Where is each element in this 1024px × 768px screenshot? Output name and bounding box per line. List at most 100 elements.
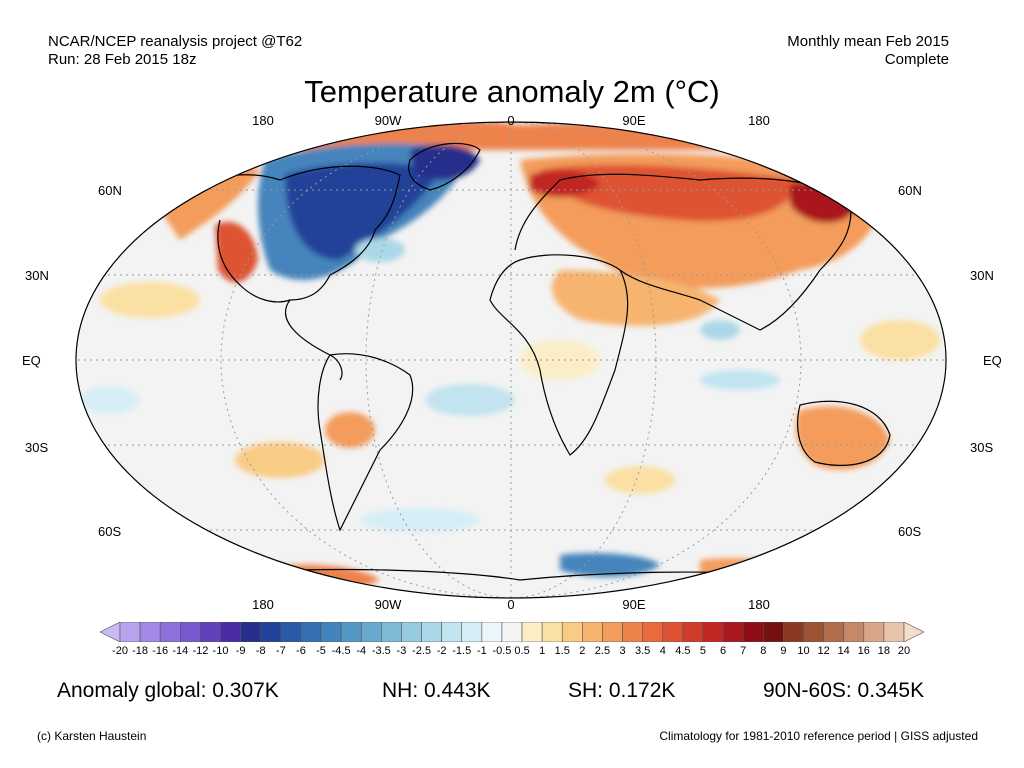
colorbar-tick-label: 8 <box>760 645 767 657</box>
lat-label-left: 30N <box>25 268 49 283</box>
colorbar-tick-label: 5 <box>699 645 707 657</box>
lon-label-top: 180 <box>748 113 770 128</box>
lat-label-right: 30S <box>970 440 994 455</box>
colorbar-tick-label: 6 <box>720 645 727 657</box>
colorbar-swatch <box>803 622 824 642</box>
colorbar-tick-label: -8 <box>255 645 266 657</box>
colorbar-tick-label: -18 <box>132 645 149 657</box>
colorbar-swatch <box>220 622 241 642</box>
colorbar-tick-label: -9 <box>235 645 246 657</box>
lat-label-right: 30N <box>970 268 994 283</box>
lon-label-bottom: 180 <box>748 597 770 612</box>
header-period: Monthly mean Feb 2015 <box>787 33 949 50</box>
stat-global: Anomaly global: 0.307K <box>57 679 279 702</box>
lat-label-right: 60S <box>898 524 922 539</box>
colorbar-swatch <box>300 622 322 642</box>
lon-label-bottom: 90W <box>374 597 402 612</box>
stat-sh: SH: 0.172K <box>568 679 676 702</box>
lat-label-left: 60S <box>98 524 122 539</box>
colorbar-tick-label: -2 <box>436 645 447 657</box>
lon-label-top: 0 <box>507 113 515 128</box>
footer-climatology: Climatology for 1981-2010 reference peri… <box>659 729 978 743</box>
lon-label-bottom: 180 <box>252 597 274 612</box>
colorbar-swatch <box>662 622 684 642</box>
colorbar-swatch <box>139 622 161 642</box>
colorbar-swatch <box>682 622 704 642</box>
lat-label-right: EQ <box>983 353 1002 368</box>
colorbar-tick-label: -1 <box>476 645 487 657</box>
colorbar <box>100 622 924 642</box>
stat-nh: NH: 0.443K <box>382 679 491 702</box>
header-source: NCAR/NCEP reanalysis project @T62 <box>48 33 303 50</box>
lon-label-top: 90W <box>374 113 402 128</box>
lat-label-left: 30S <box>25 440 49 455</box>
colorbar-tick-label: -2.5 <box>412 645 432 657</box>
colorbar-tick-label: -6 <box>296 645 306 657</box>
colorbar-swatch <box>159 622 181 642</box>
colorbar-swatch <box>481 622 503 642</box>
colorbar-tick-label: 2.5 <box>594 645 611 657</box>
colorbar-swatch <box>360 622 382 642</box>
colorbar-tick-label: 9 <box>780 645 787 657</box>
colorbar-swatch <box>582 622 603 642</box>
colorbar-swatch <box>200 622 221 642</box>
colorbar-tick-label: 1 <box>539 645 546 657</box>
colorbar-swatch <box>843 622 865 642</box>
colorbar-swatch <box>622 622 643 642</box>
lon-label-top: 180 <box>252 113 274 128</box>
colorbar-tick-label: 10 <box>797 645 810 657</box>
colorbar-swatch <box>119 622 141 642</box>
colorbar-low-end <box>100 622 121 642</box>
colorbar-tick-label: -3.5 <box>371 645 391 657</box>
colorbar-tick-label: 3 <box>619 645 626 657</box>
stat-polar: 90N-60S: 0.345K <box>763 679 925 702</box>
colorbar-tick-label: -7 <box>275 645 286 657</box>
colorbar-swatch <box>742 622 764 642</box>
colorbar-swatch <box>602 622 623 642</box>
colorbar-tick-label: 3.5 <box>635 645 651 657</box>
colorbar-swatch <box>883 622 905 642</box>
colorbar-swatch <box>421 622 442 642</box>
colorbar-tick-label: -5 <box>316 645 326 657</box>
colorbar-tick-label: -4.5 <box>331 645 351 657</box>
colorbar-tick-label: 4.5 <box>675 645 691 657</box>
colorbar-swatch <box>722 622 744 642</box>
colorbar-swatch <box>401 622 422 642</box>
colorbar-swatch <box>280 622 302 642</box>
colorbar-tick-label: 4 <box>659 645 666 657</box>
colorbar-swatch <box>762 622 784 642</box>
header-run: Run: 28 Feb 2015 18z <box>48 51 197 68</box>
colorbar-swatch <box>541 622 563 642</box>
globe-outline <box>75 121 947 599</box>
lat-label-left: 60N <box>98 183 122 198</box>
colorbar-swatch <box>240 622 262 642</box>
lon-label-bottom: 90E <box>622 597 646 612</box>
colorbar-tick-label: -0.5 <box>492 645 512 657</box>
colorbar-tick-label: -10 <box>212 645 229 657</box>
colorbar-swatch <box>702 622 724 642</box>
colorbar-swatch <box>642 622 664 642</box>
colorbar-tick-label: -1.5 <box>452 645 472 657</box>
colorbar-tick-label: 7 <box>740 645 747 657</box>
colorbar-tick-label: 18 <box>877 645 891 657</box>
colorbar-swatch <box>180 622 201 642</box>
colorbar-swatch <box>501 622 523 642</box>
header-status: Complete <box>884 51 949 68</box>
colorbar-swatch <box>521 622 543 642</box>
colorbar-swatch <box>260 622 282 642</box>
colorbar-tick-label: -12 <box>192 645 209 657</box>
colorbar-swatch <box>863 622 885 642</box>
colorbar-swatch <box>320 622 342 642</box>
lat-label-left: EQ <box>22 353 41 368</box>
colorbar-tick-label: -20 <box>112 645 128 657</box>
colorbar-swatch <box>441 622 463 642</box>
colorbar-tick-label: 14 <box>837 645 850 657</box>
colorbar-tick-label: 1.5 <box>554 645 570 657</box>
lat-label-right: 60N <box>898 183 922 198</box>
colorbar-swatch <box>340 622 362 642</box>
colorbar-tick-label: -16 <box>152 645 169 657</box>
colorbar-tick-label: -3 <box>396 645 407 657</box>
colorbar-swatch <box>783 622 804 642</box>
colorbar-swatch <box>461 622 483 642</box>
